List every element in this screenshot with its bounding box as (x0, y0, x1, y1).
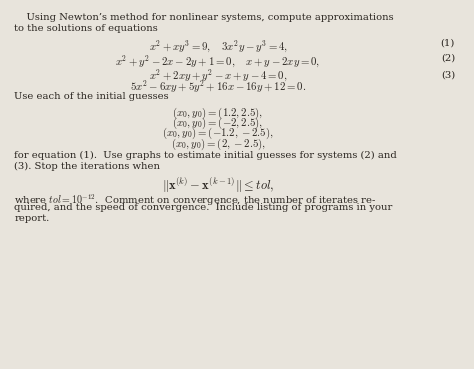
Text: where $tol = 10^{-12}$.  Comment on convergence, the number of iterates re-: where $tol = 10^{-12}$. Comment on conve… (14, 193, 376, 208)
Text: (3): (3) (441, 71, 455, 80)
Text: $\|\mathbf{x}^{(k)} - \mathbf{x}^{(k-1)}\| \leq tol,$: $\|\mathbf{x}^{(k)} - \mathbf{x}^{(k-1)}… (162, 176, 274, 195)
Text: to the solutions of equations: to the solutions of equations (14, 24, 158, 32)
Text: (1): (1) (441, 38, 455, 47)
Text: $x^2 + 2xy + y^2 - x + y - 4 = 0,$: $x^2 + 2xy + y^2 - x + y - 4 = 0,$ (149, 68, 287, 83)
Text: Using Newton’s method for nonlinear systems, compute approximations: Using Newton’s method for nonlinear syst… (14, 13, 394, 22)
Text: $(x_0, y_0) = (-2, 2.5),$: $(x_0, y_0) = (-2, 2.5),$ (173, 116, 264, 131)
Text: $x^2 + xy^3 = 9, \quad 3x^2y - y^3 = 4,$: $x^2 + xy^3 = 9, \quad 3x^2y - y^3 = 4,$ (148, 38, 288, 54)
Text: $(x_0, y_0) = (-1.2, -2.5),$: $(x_0, y_0) = (-1.2, -2.5),$ (162, 126, 274, 141)
Text: Use each of the initial guesses: Use each of the initial guesses (14, 92, 169, 101)
Text: (3). Stop the iterations when: (3). Stop the iterations when (14, 162, 160, 171)
Text: $x^2 + y^2 - 2x - 2y + 1 = 0, \quad x + y - 2xy = 0,$: $x^2 + y^2 - 2x - 2y + 1 = 0, \quad x + … (115, 54, 321, 69)
Text: report.: report. (14, 214, 49, 223)
Text: $(x_0, y_0) = (2, -2.5),$: $(x_0, y_0) = (2, -2.5),$ (171, 137, 265, 152)
Text: $5x^2 - 6xy + 5y^2 + 16x - 16y + 12 = 0.$: $5x^2 - 6xy + 5y^2 + 16x - 16y + 12 = 0.… (130, 79, 306, 95)
Text: (2): (2) (441, 54, 455, 62)
Text: quired, and the speed of convergence.  Include listing of programs in your: quired, and the speed of convergence. In… (14, 203, 392, 212)
Text: for equation (1).  Use graphs to estimate initial guesses for systems (2) and: for equation (1). Use graphs to estimate… (14, 151, 397, 160)
Text: $(x_0, y_0) = (1.2, 2.5),$: $(x_0, y_0) = (1.2, 2.5),$ (173, 106, 264, 121)
